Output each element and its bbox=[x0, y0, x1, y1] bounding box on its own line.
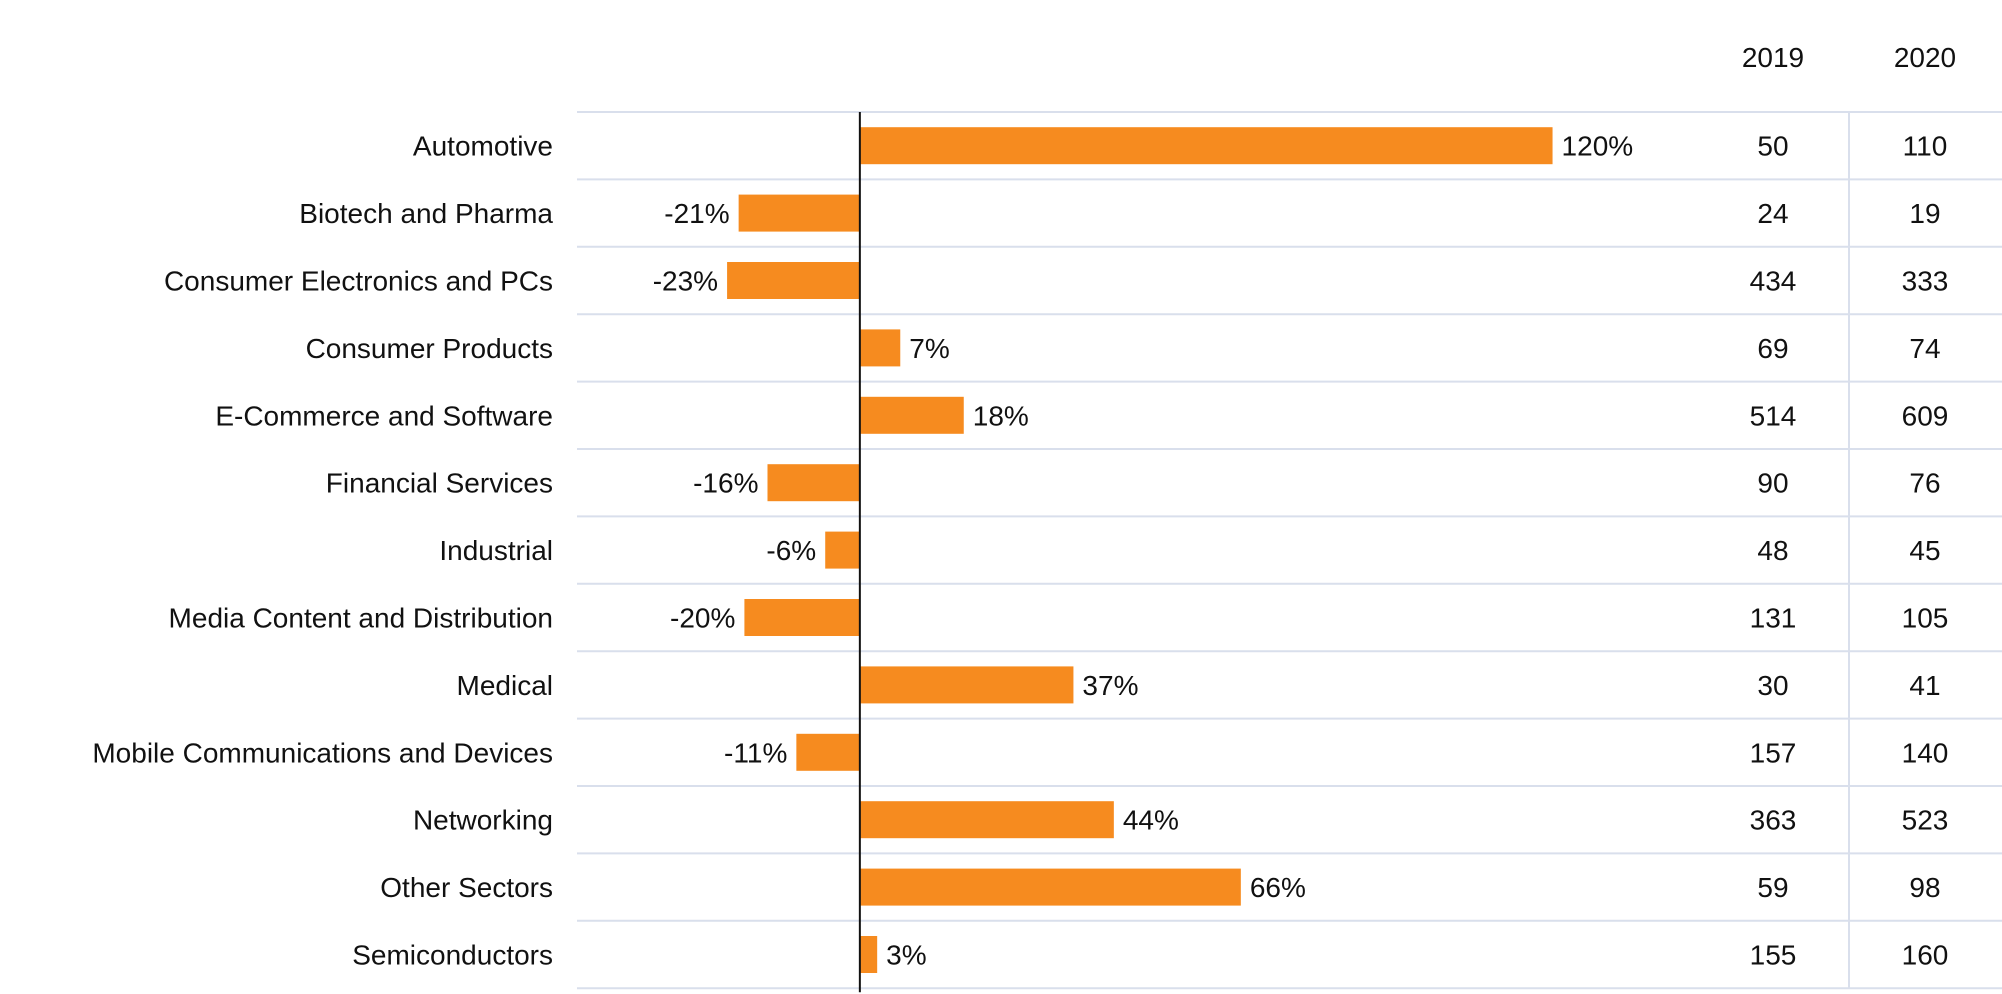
value-label: 44% bbox=[1123, 805, 1179, 836]
table-cell-2020: 110 bbox=[1903, 131, 1948, 162]
table-cell-2019: 90 bbox=[1757, 468, 1788, 499]
bar bbox=[859, 127, 1553, 165]
table-cell-2019: 24 bbox=[1757, 198, 1788, 229]
table-cell-2019: 363 bbox=[1750, 805, 1797, 836]
table-cell-2020: 523 bbox=[1902, 805, 1949, 836]
table-cell-2020: 105 bbox=[1902, 603, 1949, 634]
category-label: Other Sectors bbox=[380, 872, 553, 903]
table-cell-2019: 157 bbox=[1750, 737, 1797, 768]
bar bbox=[727, 262, 860, 299]
table-cell-2019: 59 bbox=[1757, 872, 1788, 903]
bar bbox=[859, 936, 878, 973]
category-label: Mobile Communications and Devices bbox=[92, 737, 553, 768]
bar bbox=[825, 531, 860, 569]
table-cell-2020: 41 bbox=[1909, 670, 1940, 701]
table-cell-2019: 434 bbox=[1750, 266, 1797, 297]
grid-lines bbox=[577, 111, 2002, 990]
table-cell-2020: 160 bbox=[1902, 940, 1949, 971]
value-label: -16% bbox=[693, 468, 758, 499]
value-label: 66% bbox=[1250, 872, 1306, 903]
table-cell-2019: 30 bbox=[1757, 670, 1788, 701]
table-cell-2019: 131 bbox=[1750, 603, 1797, 634]
bar bbox=[744, 599, 860, 636]
table-cell-2020: 98 bbox=[1909, 872, 1940, 903]
category-label: Semiconductors bbox=[352, 940, 553, 971]
table-cell-2020: 140 bbox=[1902, 737, 1949, 768]
table-cell-2020: 74 bbox=[1909, 333, 1940, 364]
bar bbox=[796, 733, 860, 771]
bar bbox=[738, 194, 860, 232]
value-label: -21% bbox=[664, 198, 729, 229]
value-label: 37% bbox=[1082, 670, 1138, 701]
table-header-2020: 2020 bbox=[1894, 42, 1956, 73]
category-label: Automotive bbox=[413, 131, 553, 162]
value-label: 3% bbox=[886, 940, 926, 971]
table-cell-2019: 69 bbox=[1757, 333, 1788, 364]
value-label: 18% bbox=[973, 400, 1029, 431]
table-cell-2019: 48 bbox=[1757, 535, 1788, 566]
value-label: 7% bbox=[909, 333, 949, 364]
table-cell-2019: 50 bbox=[1757, 131, 1788, 162]
value-label: -6% bbox=[766, 535, 816, 566]
bar bbox=[859, 868, 1241, 906]
table-cell-2019: 514 bbox=[1750, 400, 1797, 431]
category-label: Medical bbox=[457, 670, 553, 701]
table-cell-2019: 155 bbox=[1750, 940, 1797, 971]
table-cell-2020: 333 bbox=[1902, 266, 1949, 297]
value-label: -23% bbox=[653, 266, 718, 297]
category-label: Networking bbox=[413, 805, 553, 836]
table-cell-2020: 76 bbox=[1909, 468, 1940, 499]
value-label: -11% bbox=[724, 737, 787, 768]
value-label: -20% bbox=[670, 603, 735, 634]
table-cell-2020: 19 bbox=[1909, 198, 1940, 229]
bar bbox=[859, 396, 964, 434]
table-cell-2020: 609 bbox=[1902, 400, 1949, 431]
bar bbox=[767, 464, 860, 502]
category-label: Biotech and Pharma bbox=[299, 198, 553, 229]
category-label: Consumer Electronics and PCs bbox=[164, 266, 553, 297]
category-label: Financial Services bbox=[326, 468, 553, 499]
bar bbox=[859, 329, 901, 367]
bar bbox=[859, 801, 1114, 839]
category-label: Industrial bbox=[439, 535, 553, 566]
bar bbox=[859, 666, 1074, 704]
table-cell-2020: 45 bbox=[1909, 535, 1940, 566]
category-label: Consumer Products bbox=[306, 333, 553, 364]
category-label: Media Content and Distribution bbox=[169, 603, 553, 634]
table-header-2019: 2019 bbox=[1742, 42, 1804, 73]
category-label: E-Commerce and Software bbox=[215, 400, 553, 431]
labels: 2019 2020 Automotive 120% 50 110 Biotech and P… bbox=[92, 42, 1956, 971]
value-label: 120% bbox=[1562, 131, 1634, 162]
bars bbox=[727, 127, 1553, 973]
